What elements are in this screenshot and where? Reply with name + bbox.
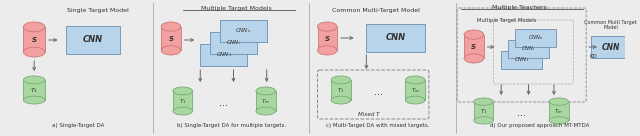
Text: S: S [168, 36, 173, 42]
Text: $T_1$: $T_1$ [480, 107, 487, 116]
Text: Single Target Model: Single Target Model [67, 8, 129, 13]
Bar [317, 27, 337, 50]
Ellipse shape [549, 98, 568, 105]
Bar [591, 36, 630, 58]
Text: Mixed T: Mixed T [358, 112, 379, 117]
Text: CNN: CNN [386, 33, 406, 42]
Text: $T_1$: $T_1$ [179, 97, 186, 106]
Ellipse shape [464, 54, 484, 63]
Bar [366, 24, 425, 52]
Text: $CNN_n$: $CNN_n$ [235, 27, 252, 35]
Text: Multiple Target Models: Multiple Target Models [201, 6, 272, 11]
Text: S: S [471, 44, 476, 50]
Text: $CNN_1$: $CNN_1$ [216, 51, 232, 59]
Text: ...: ... [220, 98, 228, 108]
Text: Common Multi Target
Model: Common Multi Target Model [584, 20, 637, 30]
Text: $T_m$: $T_m$ [261, 97, 270, 106]
Ellipse shape [405, 96, 425, 104]
Text: KD: KD [589, 55, 597, 60]
Ellipse shape [24, 22, 45, 32]
Ellipse shape [256, 87, 275, 95]
Bar [464, 35, 484, 58]
Text: d) Our proposed approach MT-MTDA: d) Our proposed approach MT-MTDA [490, 123, 589, 128]
Text: CNN: CNN [602, 42, 620, 52]
Ellipse shape [256, 107, 275, 115]
Text: ...: ... [517, 108, 526, 118]
Ellipse shape [317, 22, 337, 31]
Bar [405, 80, 425, 100]
Ellipse shape [24, 47, 45, 57]
Bar [331, 80, 351, 100]
Ellipse shape [331, 96, 351, 104]
Bar [256, 91, 275, 111]
Ellipse shape [405, 76, 425, 84]
Bar [200, 44, 247, 66]
Bar [501, 51, 542, 69]
Text: ...: ... [374, 87, 383, 97]
Bar [220, 20, 267, 42]
Bar [24, 80, 45, 100]
Text: S: S [324, 36, 330, 42]
Text: c) Multi-Target DA with mixed targets.: c) Multi-Target DA with mixed targets. [326, 123, 430, 128]
Text: Multiple Teachers: Multiple Teachers [492, 5, 547, 10]
Text: $T_m$: $T_m$ [411, 86, 420, 95]
Bar [474, 102, 493, 120]
Bar [210, 32, 257, 54]
Ellipse shape [549, 117, 568, 124]
Bar [549, 102, 568, 120]
Ellipse shape [24, 76, 45, 84]
Ellipse shape [173, 87, 193, 95]
Text: $CNN_i$: $CNN_i$ [226, 38, 241, 47]
Text: $CNN_i$: $CNN_i$ [521, 45, 536, 53]
Bar [24, 27, 45, 52]
Ellipse shape [317, 46, 337, 55]
Ellipse shape [161, 22, 180, 31]
Text: $T_m$: $T_m$ [554, 107, 563, 116]
Text: $T_1$: $T_1$ [30, 86, 38, 95]
Bar [515, 29, 556, 47]
Text: $CNN_n$: $CNN_n$ [527, 34, 543, 42]
Text: S: S [32, 38, 36, 44]
Ellipse shape [161, 46, 180, 55]
Bar [173, 91, 193, 111]
Bar [66, 26, 120, 54]
Ellipse shape [331, 76, 351, 84]
Ellipse shape [474, 98, 493, 105]
Text: $CNN_1$: $CNN_1$ [514, 55, 529, 64]
Ellipse shape [173, 107, 193, 115]
Text: CNN: CNN [83, 35, 103, 44]
Bar [508, 40, 549, 58]
Bar [161, 27, 180, 50]
Text: Multiple Target Models: Multiple Target Models [477, 18, 537, 23]
Ellipse shape [474, 117, 493, 124]
Ellipse shape [464, 30, 484, 39]
Text: $T_1$: $T_1$ [337, 86, 345, 95]
Text: Common Multi-Target Model: Common Multi-Target Model [332, 8, 420, 13]
Text: a) Single-Target DA: a) Single-Target DA [52, 123, 104, 128]
Ellipse shape [24, 96, 45, 104]
Text: b) Single-Target DA for multiple targets.: b) Single-Target DA for multiple targets… [177, 123, 286, 128]
